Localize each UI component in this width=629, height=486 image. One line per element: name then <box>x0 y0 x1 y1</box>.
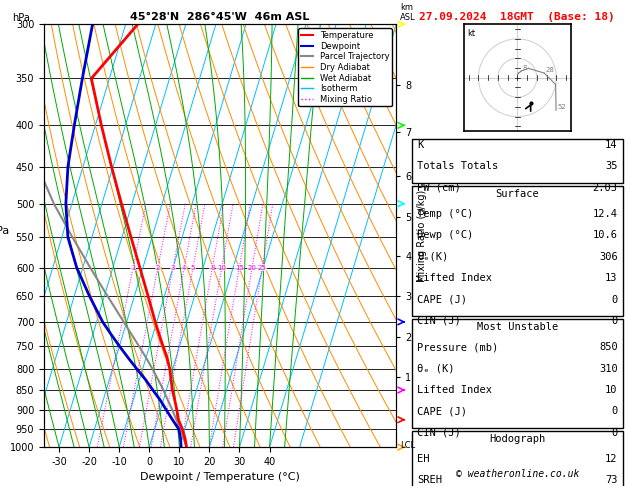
Text: CAPE (J): CAPE (J) <box>417 295 467 305</box>
Text: CAPE (J): CAPE (J) <box>417 406 467 417</box>
Text: SREH: SREH <box>417 475 442 486</box>
Y-axis label: Mixing Ratio (g/kg): Mixing Ratio (g/kg) <box>417 190 427 282</box>
Text: 10: 10 <box>605 385 618 395</box>
Text: 0: 0 <box>611 428 618 438</box>
X-axis label: Dewpoint / Temperature (°C): Dewpoint / Temperature (°C) <box>140 472 300 483</box>
Text: 15: 15 <box>235 265 243 271</box>
Text: 52: 52 <box>557 104 566 110</box>
Text: 8: 8 <box>210 265 214 271</box>
Text: kt: kt <box>467 29 475 38</box>
Text: Totals Totals: Totals Totals <box>417 161 498 172</box>
Text: 14: 14 <box>605 140 618 150</box>
Text: 0: 0 <box>611 316 618 326</box>
Text: 0: 0 <box>611 295 618 305</box>
Text: km
ASL: km ASL <box>400 3 415 22</box>
Y-axis label: hPa: hPa <box>0 226 9 236</box>
Title: 45°28'N  286°45'W  46m ASL: 45°28'N 286°45'W 46m ASL <box>130 12 310 22</box>
Text: 0: 0 <box>611 406 618 417</box>
Text: Surface: Surface <box>496 189 539 199</box>
Text: Pressure (mb): Pressure (mb) <box>417 342 498 352</box>
Text: K: K <box>417 140 423 150</box>
Text: EH: EH <box>417 454 430 464</box>
Text: 4: 4 <box>182 265 186 271</box>
Text: 13: 13 <box>605 273 618 283</box>
Text: Hodograph: Hodograph <box>489 434 545 444</box>
Text: CIN (J): CIN (J) <box>417 428 461 438</box>
Text: Lifted Index: Lifted Index <box>417 385 492 395</box>
Text: Dewp (°C): Dewp (°C) <box>417 230 473 241</box>
Text: 25: 25 <box>258 265 267 271</box>
Text: θₑ(K): θₑ(K) <box>417 252 448 262</box>
Text: 35: 35 <box>605 161 618 172</box>
Text: 310: 310 <box>599 364 618 374</box>
Text: θₑ (K): θₑ (K) <box>417 364 455 374</box>
Text: 28: 28 <box>545 67 554 73</box>
Text: 5: 5 <box>191 265 195 271</box>
Legend: Temperature, Dewpoint, Parcel Trajectory, Dry Adiabat, Wet Adiabat, Isotherm, Mi: Temperature, Dewpoint, Parcel Trajectory… <box>298 29 392 106</box>
Text: CIN (J): CIN (J) <box>417 316 461 326</box>
Text: 20: 20 <box>248 265 257 271</box>
Text: © weatheronline.co.uk: © weatheronline.co.uk <box>455 469 579 479</box>
Text: 2: 2 <box>155 265 160 271</box>
Text: PW (cm): PW (cm) <box>417 183 461 193</box>
Text: Lifted Index: Lifted Index <box>417 273 492 283</box>
Text: 1: 1 <box>131 265 135 271</box>
Text: 10: 10 <box>217 265 226 271</box>
Text: Temp (°C): Temp (°C) <box>417 209 473 219</box>
Text: LCL: LCL <box>400 441 415 450</box>
Text: 850: 850 <box>599 342 618 352</box>
Text: 3: 3 <box>170 265 175 271</box>
Text: hPa: hPa <box>13 14 30 23</box>
Text: 12: 12 <box>605 454 618 464</box>
Text: 2.03: 2.03 <box>593 183 618 193</box>
Text: Most Unstable: Most Unstable <box>477 322 558 332</box>
Text: 12.4: 12.4 <box>593 209 618 219</box>
Text: 73: 73 <box>605 475 618 486</box>
Text: 27.09.2024  18GMT  (Base: 18): 27.09.2024 18GMT (Base: 18) <box>420 12 615 22</box>
Text: 10.6: 10.6 <box>593 230 618 241</box>
Text: 306: 306 <box>599 252 618 262</box>
Text: 8: 8 <box>522 65 526 71</box>
